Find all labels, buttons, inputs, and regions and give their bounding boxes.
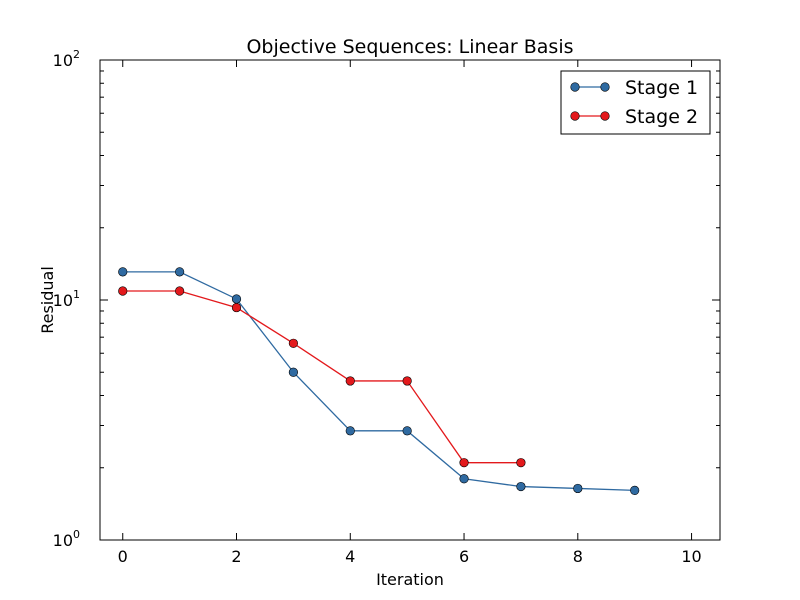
- series-1-point: [288, 367, 298, 377]
- series-2-point: [175, 286, 185, 296]
- y-tick-exponent: 1: [73, 288, 80, 301]
- series-1-point: [118, 267, 128, 277]
- series-2-point: [459, 458, 469, 468]
- x-tick-label: 8: [573, 547, 583, 566]
- series-line-1: [122, 271, 635, 492]
- y-axis-label: Residual: [38, 266, 57, 334]
- chart-title: Objective Sequences: Linear Basis: [246, 36, 573, 58]
- x-tick-label: 0: [118, 547, 128, 566]
- series-2-point: [118, 286, 128, 296]
- y-tick-base: 10: [53, 291, 73, 310]
- legend-marker: [600, 111, 610, 121]
- series-2-point: [231, 302, 242, 313]
- series-1-point: [175, 267, 185, 277]
- x-tick-label: 6: [459, 547, 469, 566]
- y-tick-label: 102: [53, 48, 80, 70]
- y-tick-exponent: 2: [73, 48, 80, 61]
- legend-box: [560, 70, 711, 135]
- series-1-point: [630, 485, 640, 495]
- legend-label: Stage 1: [625, 77, 698, 99]
- y-tick-base: 10: [53, 531, 73, 550]
- series-1-point: [459, 474, 469, 484]
- series-2-point: [345, 376, 355, 386]
- series-line-2: [122, 290, 521, 464]
- series-2-point: [402, 376, 412, 386]
- x-axis-label: Iteration: [376, 570, 444, 589]
- series-2-point: [288, 338, 298, 348]
- series-1-point: [345, 426, 355, 436]
- x-tick-label: 2: [231, 547, 241, 566]
- series-1-point: [573, 483, 583, 494]
- series-1-point: [402, 426, 412, 436]
- series-layer: [118, 267, 640, 495]
- series-1-point: [516, 481, 526, 492]
- legend-marker: [570, 82, 580, 92]
- legend-label: Stage 2: [625, 106, 698, 128]
- y-tick-label: 101: [53, 288, 80, 310]
- legend: Stage 1 Stage 2: [560, 70, 711, 135]
- y-tick-exponent: 0: [73, 528, 80, 541]
- y-tick-label: 100: [53, 528, 80, 550]
- series-2-point: [516, 458, 526, 468]
- x-tick-label: 4: [345, 547, 355, 566]
- y-tick-base: 10: [53, 51, 73, 70]
- legend-marker: [600, 82, 610, 92]
- series-1-point: [231, 294, 242, 304]
- legend-marker: [570, 111, 580, 121]
- x-tick-label: 10: [681, 547, 701, 566]
